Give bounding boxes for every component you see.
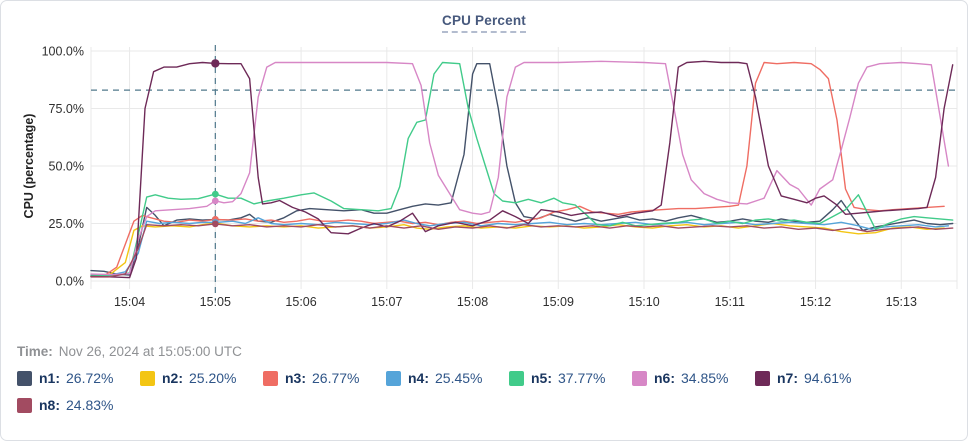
legend-item-n7[interactable]: n7: 94.61% — [755, 370, 878, 386]
legend: n1: 26.72% n2: 25.20% n3: 26.77% n4: 25.45% n5: 3… — [17, 370, 957, 413]
legend-label-n5: n5: — [531, 370, 552, 386]
legend-label-n3: n3: — [285, 370, 306, 386]
time-note-value: Nov 26, 2024 at 15:05:00 UTC — [58, 344, 242, 359]
legend-item-n5[interactable]: n5: 37.77% — [509, 370, 632, 386]
cursor-marker-n5 — [211, 190, 219, 198]
series-line-n3 — [90, 61, 945, 278]
y-axis-title: CPU (percentage) — [22, 113, 36, 219]
x-tick-label: 15:13 — [886, 295, 917, 309]
legend-swatch-n6 — [632, 370, 647, 386]
x-tick-label: 15:07 — [371, 295, 402, 309]
legend-value-n8: 24.83% — [66, 397, 114, 413]
cursor-marker-n7 — [211, 59, 220, 68]
legend-item-n3[interactable]: n3: 26.77% — [263, 370, 386, 386]
y-tick-label: 75.0% — [49, 102, 84, 116]
legend-label-n1: n1: — [39, 370, 60, 386]
chart-title[interactable]: CPU Percent — [442, 13, 526, 33]
y-tick-label: 25.0% — [49, 217, 84, 231]
time-note-label: Time: — [17, 344, 53, 359]
legend-item-n2[interactable]: n2: 25.20% — [140, 370, 263, 386]
legend-value-n4: 25.45% — [435, 370, 483, 386]
chart-title-wrap: CPU Percent — [1, 12, 967, 33]
legend-item-n4[interactable]: n4: 25.45% — [386, 370, 509, 386]
series-line-n8 — [90, 223, 954, 278]
legend-value-n5: 37.77% — [558, 370, 606, 386]
x-tick-label: 15:08 — [457, 295, 488, 309]
legend-swatch-n1 — [17, 370, 32, 386]
cpu-chart[interactable]: 0.0% 25.0% 50.0% 75.0% 100.0% 15:04 15:05 15:06… — [1, 1, 967, 319]
legend-value-n1: 26.72% — [66, 370, 114, 386]
x-tick-label: 15:09 — [543, 295, 574, 309]
y-tick-label: 0.0% — [56, 275, 85, 289]
legend-item-n8[interactable]: n8: 24.83% — [17, 397, 140, 413]
legend-swatch-n4 — [386, 370, 401, 386]
legend-item-n6[interactable]: n6: 34.85% — [632, 370, 755, 386]
series-line-n7 — [90, 60, 954, 279]
legend-swatch-n5 — [509, 370, 524, 386]
series-line-n1 — [90, 63, 954, 276]
y-tick-label: 100.0% — [42, 45, 84, 59]
y-tick-label: 50.0% — [49, 160, 84, 174]
legend-item-n1[interactable]: n1: 26.72% — [17, 370, 140, 386]
time-note: Time: Nov 26, 2024 at 15:05:00 UTC — [17, 344, 242, 359]
legend-value-n3: 26.77% — [312, 370, 360, 386]
x-tick-label: 15:06 — [285, 295, 316, 309]
legend-swatch-n3 — [263, 370, 278, 386]
legend-value-n2: 25.20% — [189, 370, 237, 386]
series-line-n4 — [90, 217, 950, 277]
legend-label-n6: n6: — [654, 370, 675, 386]
legend-label-n4: n4: — [408, 370, 429, 386]
cursor-marker-n8 — [211, 220, 219, 228]
x-tick-label: 15:04 — [114, 295, 145, 309]
legend-swatch-n2 — [140, 370, 155, 386]
legend-value-n6: 34.85% — [681, 370, 729, 386]
legend-value-n7: 94.61% — [804, 370, 852, 386]
series-line-n2 — [90, 222, 945, 278]
legend-label-n2: n2: — [162, 370, 183, 386]
x-tick-label: 15:12 — [800, 295, 831, 309]
legend-label-n8: n8: — [39, 397, 60, 413]
legend-swatch-n8 — [17, 397, 32, 413]
cursor-marker-n6 — [211, 197, 219, 205]
x-tick-label: 15:11 — [715, 295, 745, 309]
series-line-n5 — [90, 61, 954, 277]
legend-swatch-n7 — [755, 370, 770, 386]
x-tick-label: 15:10 — [628, 295, 659, 309]
x-tick-label: 15:05 — [200, 295, 231, 309]
series-line-n6 — [90, 60, 950, 276]
legend-label-n7: n7: — [777, 370, 798, 386]
